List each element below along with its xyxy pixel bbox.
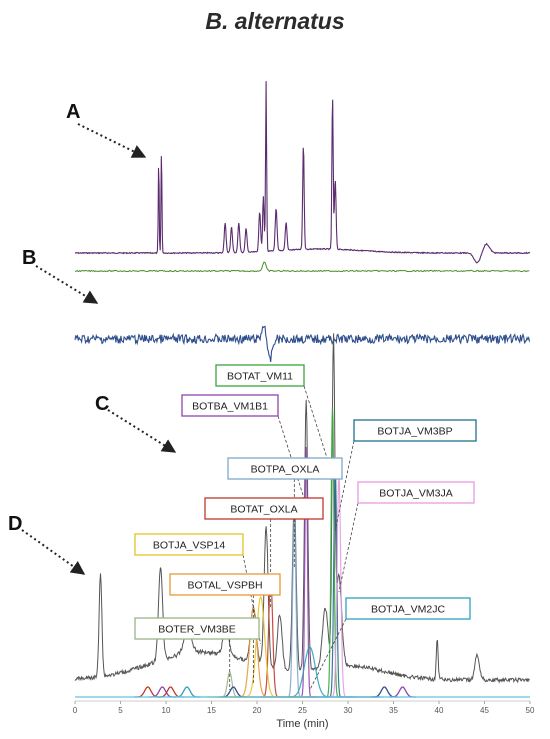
minor-peak-0 (134, 686, 162, 698)
trace-b (74, 325, 531, 362)
x-tick-label: 40 (435, 706, 444, 715)
panel-arrow-b (35, 265, 99, 304)
leader-line-8 (309, 618, 347, 691)
panel-arrow-d (21, 529, 86, 575)
x-tick-label: 45 (480, 706, 489, 715)
trace-d (74, 333, 530, 684)
label-box-1 (181, 394, 279, 417)
label-text-8: BOTJA_VM2JC (371, 604, 446, 616)
label-box-0 (215, 364, 305, 387)
label-text-5: BOTAT_OXLA (230, 504, 297, 516)
label-text-1: BOTBA_VM1B1 (192, 401, 268, 413)
x-axis-label: Time (min) (276, 718, 328, 730)
leader-line-4 (338, 502, 359, 593)
x-tick-label: 10 (162, 706, 171, 715)
panel-arrow-c (107, 409, 177, 453)
label-box-6 (134, 533, 244, 556)
panel-letter-d: D (8, 513, 22, 535)
trace-a (74, 81, 531, 264)
label-box-4 (357, 481, 475, 504)
x-tick-label: 50 (526, 706, 535, 715)
x-tick-label: 20 (253, 706, 262, 715)
label-text-2: BOTJA_VM3BP (377, 426, 452, 438)
label-box-3 (227, 457, 343, 480)
label-box-7 (169, 573, 281, 596)
figure-title: B. alternatus (205, 8, 345, 34)
panel-letter-a: A (66, 101, 80, 123)
label-box-5 (204, 497, 324, 520)
x-tick-label: 15 (207, 706, 216, 715)
x-tick-label: 30 (344, 706, 353, 715)
leader-line-2 (334, 440, 355, 531)
x-tick-label: 25 (298, 706, 307, 715)
label-text-4: BOTJA_VM3JA (379, 488, 453, 500)
x-tick-label: 35 (389, 706, 398, 715)
x-tick-label: 5 (118, 706, 123, 715)
minor-peak-5 (370, 686, 398, 698)
label-box-8 (345, 597, 471, 620)
panel-arrow-a (77, 123, 147, 158)
label-text-7: BOTAL_VSPBH (187, 580, 262, 592)
panel-letter-c: C (95, 393, 109, 415)
minor-peak-6 (388, 686, 417, 698)
label-box-2 (353, 419, 477, 442)
panel-letter-b: B (22, 247, 36, 269)
label-text-3: BOTPA_OXLA (251, 464, 320, 476)
label-text-9: BOTER_VM3BE (158, 624, 236, 636)
label-text-0: BOTAT_VM11 (227, 371, 293, 383)
label-text-6: BOTJA_VSP14 (153, 540, 226, 552)
label-box-9 (134, 617, 260, 640)
trace-green (74, 261, 530, 273)
x-tick-label: 0 (73, 706, 78, 715)
